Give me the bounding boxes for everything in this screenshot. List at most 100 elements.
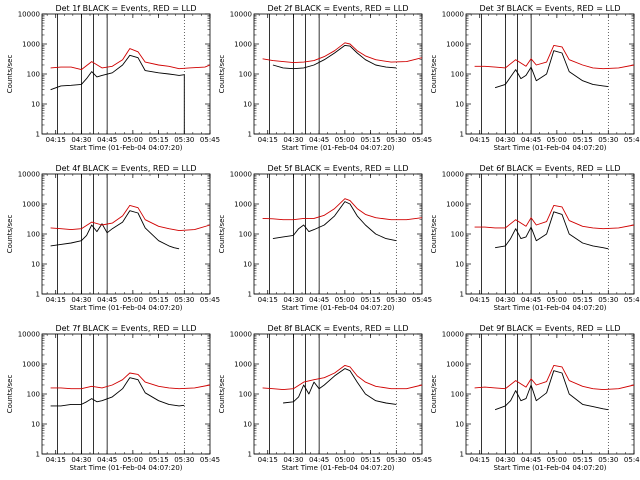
plot-frame xyxy=(465,13,635,135)
y-tick-label: 100 xyxy=(239,391,252,399)
chart-title: Det 9f BLACK = Events, RED = LLD xyxy=(479,324,620,333)
y-tick-label: 10 xyxy=(243,421,252,429)
x-tick-label: 05:00 xyxy=(335,136,355,144)
x-tick-label: 05:15 xyxy=(572,136,592,144)
y-tick-label: 100 xyxy=(27,231,40,239)
events-series-line xyxy=(272,44,397,70)
x-tick-label: 04:45 xyxy=(521,136,541,144)
x-axis-label: Start Time (01-Feb-04 04:07:20) xyxy=(69,464,182,472)
x-tick-label: 04:15 xyxy=(470,456,490,464)
x-tick-label: 04:30 xyxy=(71,136,91,144)
x-tick-label: 04:15 xyxy=(470,136,490,144)
chart-panel-8: Det 8f BLACK = Events, RED = LLD 1 10 100 10… xyxy=(218,324,432,472)
chart-title: Det 5f BLACK = Events, RED = LLD xyxy=(267,164,408,173)
y-tick-label: 10 xyxy=(455,261,464,269)
chart-panel-4: Det 4f BLACK = Events, RED = LLD 1 10 100 10… xyxy=(6,164,220,312)
y-axis-label: Counts/sec xyxy=(430,375,438,414)
chart-panel-1: Det 1f BLACK = Events, RED = LLD 1 10 100 10… xyxy=(6,4,220,152)
y-axis-label: Counts/sec xyxy=(430,55,438,94)
y-tick-label: 1000 xyxy=(234,201,252,209)
x-tick-label: 05:45 xyxy=(412,296,432,304)
x-tick-label: 05:15 xyxy=(572,296,592,304)
lld-series-line xyxy=(474,44,635,70)
chart-title: Det 4f BLACK = Events, RED = LLD xyxy=(55,164,196,173)
chart-panel-3: Det 3f BLACK = Events, RED = LLD 1 10 100 10… xyxy=(430,4,640,152)
events-series-line xyxy=(283,368,397,405)
x-tick-label: 04:30 xyxy=(495,136,515,144)
x-tick-label: 04:45 xyxy=(309,136,329,144)
plot-frame xyxy=(41,173,211,295)
y-tick-label: 1000 xyxy=(22,41,40,49)
y-tick-label: 10 xyxy=(31,101,40,109)
x-tick-label: 05:15 xyxy=(148,296,168,304)
plot-frame xyxy=(41,333,211,455)
y-axis-label: Counts/sec xyxy=(430,215,438,254)
x-tick-label: 04:15 xyxy=(258,296,278,304)
chart-panel-7: Det 7f BLACK = Events, RED = LLD 1 10 100 10… xyxy=(6,324,220,472)
x-axis-label: Start Time (01-Feb-04 04:07:20) xyxy=(493,304,606,312)
x-tick-label: 05:45 xyxy=(412,456,432,464)
x-tick-label: 05:30 xyxy=(386,296,406,304)
x-tick-label: 04:15 xyxy=(46,456,66,464)
x-tick-label: 05:45 xyxy=(200,456,220,464)
y-axis-label: Counts/sec xyxy=(218,55,226,94)
y-tick-label: 100 xyxy=(451,231,464,239)
y-tick-label: 1 xyxy=(460,451,464,459)
chart-title: Det 6f BLACK = Events, RED = LLD xyxy=(479,164,620,173)
y-tick-label: 10 xyxy=(243,101,252,109)
x-tick-label: 04:30 xyxy=(495,456,515,464)
y-tick-label: 100 xyxy=(451,391,464,399)
x-tick-label: 05:00 xyxy=(123,456,143,464)
y-tick-label: 1 xyxy=(460,131,464,139)
chart-panel-5: Det 5f BLACK = Events, RED = LLD 1 10 100 10… xyxy=(218,164,432,312)
x-tick-label: 04:15 xyxy=(258,456,278,464)
y-tick-label: 10000 xyxy=(230,171,252,179)
events-series-line xyxy=(495,211,609,250)
y-tick-label: 10000 xyxy=(18,331,40,339)
lld-series-line xyxy=(474,364,635,391)
lld-series-line xyxy=(474,204,635,230)
x-tick-label: 04:45 xyxy=(97,456,117,464)
y-tick-label: 10000 xyxy=(18,11,40,19)
x-tick-label: 05:15 xyxy=(360,456,380,464)
chart-panel-9: Det 9f BLACK = Events, RED = LLD 1 10 100 10… xyxy=(430,324,640,472)
plot-frame xyxy=(253,333,423,455)
x-tick-label: 05:30 xyxy=(386,136,406,144)
x-tick-label: 04:30 xyxy=(71,456,91,464)
plot-frame xyxy=(41,13,211,135)
x-tick-label: 04:45 xyxy=(97,296,117,304)
y-tick-label: 10 xyxy=(243,261,252,269)
x-tick-label: 05:00 xyxy=(123,136,143,144)
x-tick-label: 05:15 xyxy=(572,456,592,464)
y-tick-label: 10000 xyxy=(442,11,464,19)
y-tick-label: 1000 xyxy=(234,361,252,369)
y-tick-label: 1 xyxy=(248,451,252,459)
x-axis-label: Start Time (01-Feb-04 04:07:20) xyxy=(281,304,394,312)
x-tick-label: 04:45 xyxy=(309,296,329,304)
x-tick-label: 04:15 xyxy=(46,296,66,304)
x-tick-label: 05:30 xyxy=(174,456,194,464)
x-tick-label: 05:30 xyxy=(598,456,618,464)
plot-frame xyxy=(465,173,635,295)
x-tick-label: 05:30 xyxy=(598,296,618,304)
y-tick-label: 10 xyxy=(455,421,464,429)
events-series-line xyxy=(50,210,180,250)
y-tick-label: 1000 xyxy=(446,201,464,209)
events-series-line xyxy=(50,54,185,134)
x-tick-label: 05:45 xyxy=(624,456,640,464)
x-tick-label: 04:45 xyxy=(309,456,329,464)
plot-frame xyxy=(465,333,635,455)
x-tick-label: 05:45 xyxy=(624,296,640,304)
y-tick-label: 1 xyxy=(460,291,464,299)
x-tick-label: 05:00 xyxy=(547,456,567,464)
lld-series-line xyxy=(50,372,211,390)
y-tick-label: 10000 xyxy=(442,171,464,179)
lld-series-line xyxy=(50,48,211,71)
lld-series-line xyxy=(262,42,423,64)
y-axis-label: Counts/sec xyxy=(6,375,14,414)
x-tick-label: 05:00 xyxy=(547,296,567,304)
y-tick-label: 100 xyxy=(239,71,252,79)
x-tick-label: 04:45 xyxy=(97,136,117,144)
chart-title: Det 3f BLACK = Events, RED = LLD xyxy=(479,4,620,13)
